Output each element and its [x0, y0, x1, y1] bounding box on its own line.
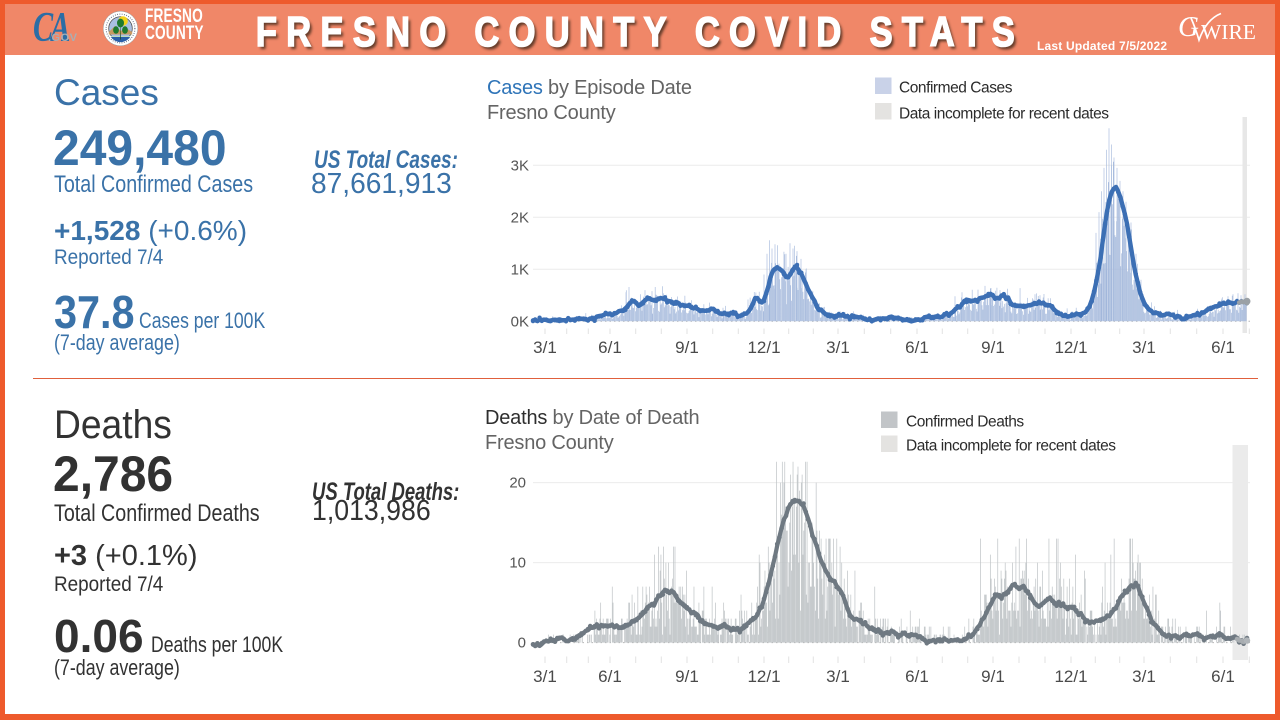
svg-text:3/1: 3/1 — [826, 667, 850, 686]
svg-text:Fresno County: Fresno County — [487, 102, 616, 124]
svg-text:9/1: 9/1 — [981, 338, 1005, 357]
svg-text:1K: 1K — [511, 262, 529, 279]
svg-text:9/1: 9/1 — [675, 338, 699, 357]
svg-text:6/1: 6/1 — [1211, 338, 1235, 357]
svg-text:WIRE: WIRE — [1201, 20, 1256, 43]
svg-text:6/1: 6/1 — [905, 338, 929, 357]
svg-text:12/1: 12/1 — [1054, 338, 1087, 357]
svg-text:6/1: 6/1 — [598, 667, 622, 686]
svg-text:12/1: 12/1 — [747, 338, 780, 357]
svg-text:9/1: 9/1 — [981, 667, 1005, 686]
svg-text:12/1: 12/1 — [747, 667, 780, 686]
svg-text:Cases by Episode Date: Cases by Episode Date — [487, 77, 692, 99]
svg-text:G: G — [1178, 11, 1199, 43]
svg-text:3/1: 3/1 — [826, 338, 850, 357]
svg-text:CA: CA — [33, 10, 69, 44]
svg-text:3/1: 3/1 — [1132, 667, 1156, 686]
svg-text:Fresno County: Fresno County — [485, 432, 614, 454]
svg-text:2K: 2K — [511, 210, 529, 227]
svg-text:0: 0 — [518, 635, 526, 652]
svg-text:.GOV: .GOV — [48, 32, 78, 44]
svg-text:3/1: 3/1 — [533, 667, 557, 686]
svg-text:Confirmed Cases: Confirmed Cases — [899, 80, 1013, 97]
svg-text:20: 20 — [509, 475, 526, 492]
svg-text:12/1: 12/1 — [1054, 667, 1087, 686]
svg-text:3/1: 3/1 — [1132, 338, 1156, 357]
svg-text:0K: 0K — [511, 314, 529, 331]
svg-text:Data incomplete for recent dat: Data incomplete for recent dates — [906, 438, 1116, 455]
svg-text:Confirmed Deaths: Confirmed Deaths — [906, 414, 1024, 431]
svg-text:Deaths by Date of Death: Deaths by Date of Death — [485, 407, 699, 429]
svg-text:9/1: 9/1 — [675, 667, 699, 686]
svg-text:3/1: 3/1 — [533, 338, 557, 357]
svg-text:10: 10 — [509, 555, 526, 572]
svg-text:6/1: 6/1 — [905, 667, 929, 686]
svg-text:6/1: 6/1 — [1211, 667, 1235, 686]
svg-text:6/1: 6/1 — [598, 338, 622, 357]
svg-text:Data incomplete for recent dat: Data incomplete for recent dates — [899, 105, 1109, 122]
svg-text:3K: 3K — [511, 158, 529, 175]
